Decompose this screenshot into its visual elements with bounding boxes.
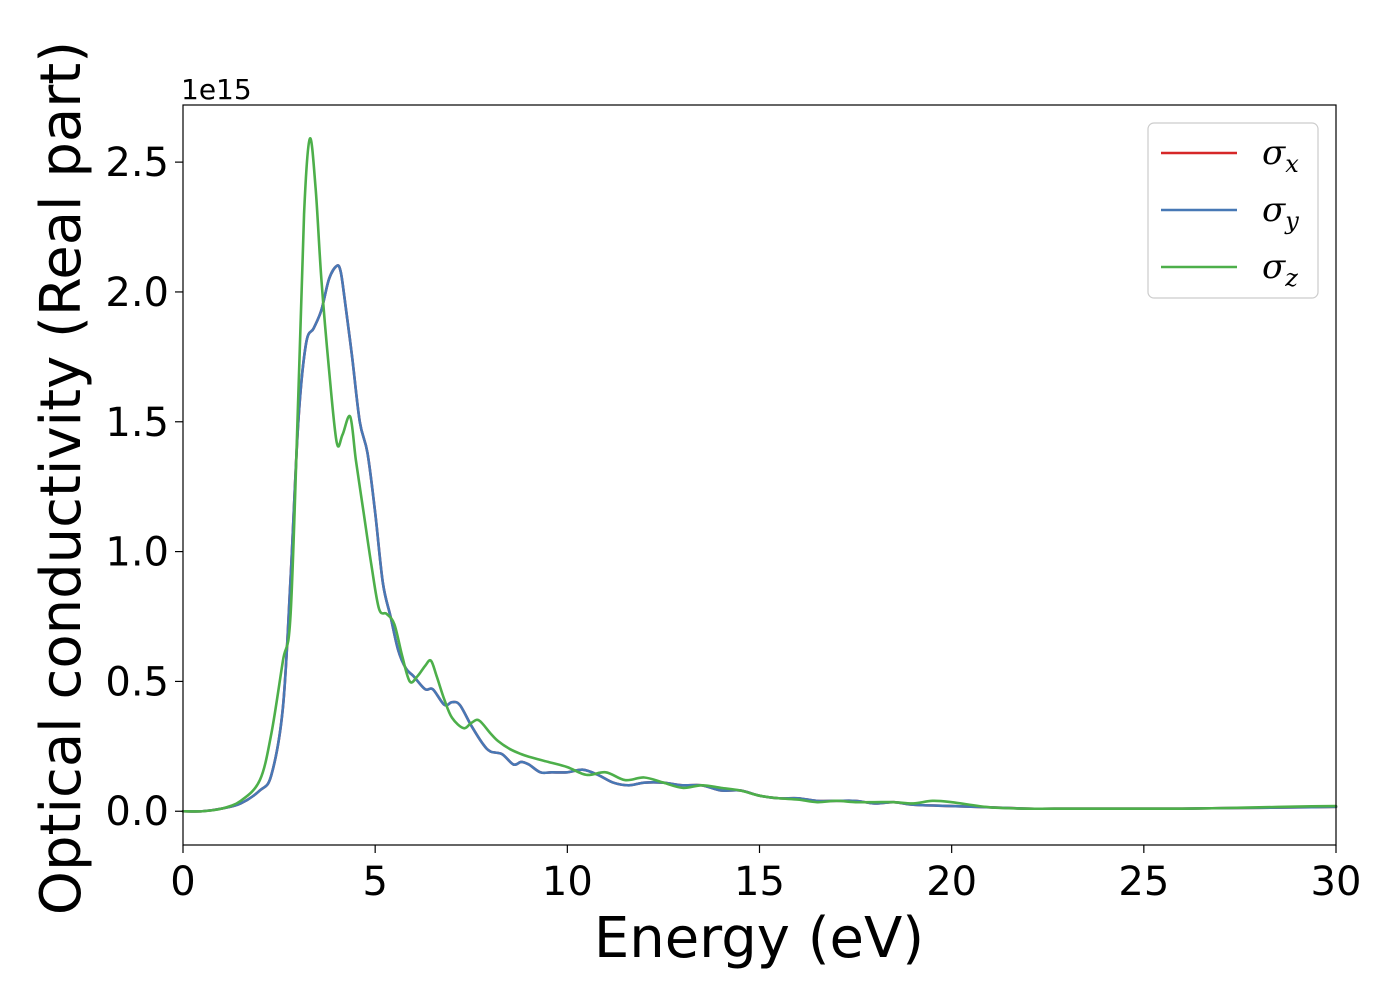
x-tick-label: 10 [542, 859, 593, 905]
y-ticks: 0.0 0.5 1.0 1.5 2.0 2.5 [105, 140, 183, 835]
series-line-z [181, 137, 1338, 813]
legend-label-z: σz [1262, 247, 1298, 292]
legend-symbol: σ [1262, 133, 1286, 173]
plot-background [183, 105, 1336, 845]
x-tick-label: 25 [1118, 859, 1169, 905]
x-tick-label: 30 [1311, 859, 1362, 905]
legend-subscript: y [1284, 207, 1299, 235]
series-layer [181, 137, 1338, 813]
legend-symbol: σ [1262, 190, 1286, 230]
x-tick-label: 20 [926, 859, 977, 905]
legend-subscript: z [1284, 264, 1298, 292]
y-tick-label: 0.0 [105, 789, 169, 835]
y-offset-label: 1e15 [181, 73, 252, 106]
legend-symbol: σ [1262, 247, 1286, 287]
y-tick-label: 2.5 [105, 140, 169, 186]
y-tick-label: 2.0 [105, 270, 169, 316]
x-ticks: 0 5 10 15 20 25 30 [170, 845, 1361, 905]
y-tick-label: 0.5 [105, 659, 169, 705]
legend-label-x: σx [1262, 133, 1299, 178]
legend-subscript: x [1285, 150, 1299, 178]
legend-label-y: σy [1262, 190, 1299, 235]
x-tick-label: 5 [362, 859, 387, 905]
x-tick-label: 0 [170, 859, 195, 905]
y-tick-label: 1.0 [105, 530, 169, 576]
y-tick-label: 1.5 [105, 400, 169, 446]
x-axis-label: Energy (eV) [594, 906, 924, 971]
x-tick-label: 15 [734, 859, 785, 905]
y-axis-label: Optical conductivity (Real part) [29, 41, 94, 915]
